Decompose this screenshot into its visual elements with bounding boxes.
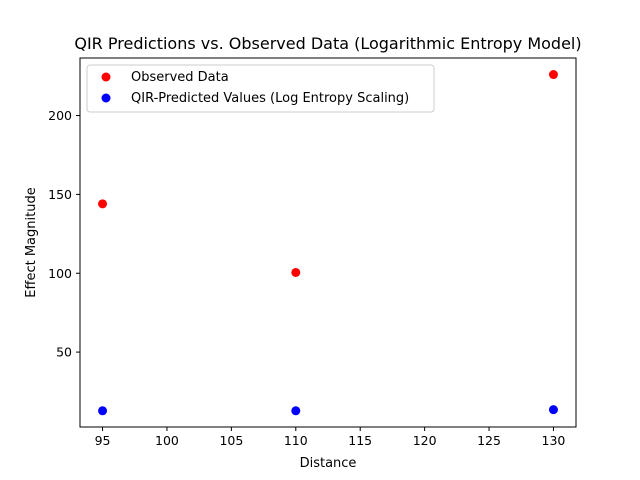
x-tick-label: 105 <box>219 433 243 448</box>
observed-data-point <box>291 267 301 277</box>
x-tick-label: 110 <box>284 433 308 448</box>
plot-area <box>79 57 577 428</box>
y-tick-label: 100 <box>48 266 72 281</box>
legend: Observed Data QIR-Predicted Values (Log … <box>86 64 435 113</box>
data-points <box>98 70 558 416</box>
observed-data-point <box>548 70 558 80</box>
x-tick-label: 115 <box>348 433 372 448</box>
x-tick-label: 95 <box>95 433 111 448</box>
chart-title: QIR Predictions vs. Observed Data (Logar… <box>74 34 581 53</box>
y-axis-ticks: 50 100 150 200 <box>48 108 80 360</box>
y-tick-label: 50 <box>56 345 72 360</box>
y-tick-label: 200 <box>48 108 72 123</box>
legend-marker-observed <box>101 72 111 82</box>
x-tick-label: 130 <box>542 433 566 448</box>
legend-label-predicted: QIR-Predicted Values (Log Entropy Scalin… <box>131 91 409 106</box>
predicted-data-point <box>548 405 558 415</box>
x-axis-ticks: 95 100 105 110 115 120 125 130 <box>95 427 566 448</box>
legend-label-observed: Observed Data <box>131 70 229 85</box>
legend-marker-predicted <box>101 93 111 103</box>
x-axis-label: Distance <box>300 456 357 471</box>
y-axis-label: Effect Magnitude <box>24 187 39 297</box>
legend-box <box>86 64 435 113</box>
y-tick-label: 150 <box>48 187 72 202</box>
x-tick-label: 120 <box>413 433 437 448</box>
observed-data-point <box>98 199 108 209</box>
predicted-data-point <box>98 406 108 416</box>
x-tick-label: 125 <box>477 433 501 448</box>
predicted-data-point <box>291 406 301 416</box>
x-tick-label: 100 <box>155 433 179 448</box>
